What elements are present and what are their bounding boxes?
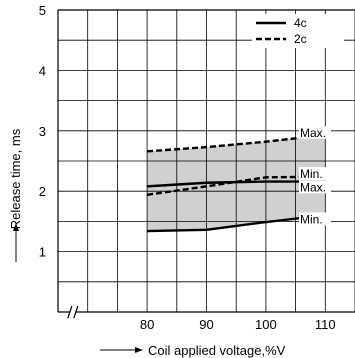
x-tick-label: 110 — [315, 317, 336, 332]
axis-break-mark — [67, 305, 73, 319]
x-axis-title: Coil applied voltage,%V — [148, 343, 286, 358]
series-line-4c-max — [147, 180, 326, 188]
annotation-label: Min. — [300, 212, 323, 226]
annotation-label: Max. — [300, 180, 326, 194]
legend-label: 4c — [294, 16, 307, 30]
annotation-background — [299, 167, 331, 181]
y-axis-title-group: Release time, ms — [8, 128, 23, 262]
annotation-background — [299, 126, 331, 140]
y-axis-arrow-head — [13, 223, 19, 231]
annotation-background — [299, 212, 331, 226]
y-tick-label: 5 — [39, 3, 46, 18]
axis-break-mark — [73, 305, 79, 319]
x-axis-arrow-head — [135, 347, 143, 353]
y-tick-label: 3 — [39, 124, 46, 139]
x-tick-label: 100 — [255, 317, 277, 332]
y-tick-label: 2 — [39, 184, 46, 199]
series-line-4c-min — [147, 214, 326, 233]
x-tick-label: 90 — [199, 317, 213, 332]
annotation-label: Min. — [300, 167, 323, 181]
tick-label-layer: 1 2 3 4 5 80 90 100 110 — [39, 3, 336, 332]
y-tick-label: 1 — [39, 245, 46, 260]
y-axis-title: Release time, ms — [8, 128, 23, 229]
legend-label: 2c — [294, 32, 307, 46]
axis-break-gap — [69, 306, 76, 318]
y-tick-label: 4 — [39, 63, 46, 78]
series-layer — [146, 133, 326, 233]
annotation-background — [299, 180, 331, 194]
plot-frame-layer — [57, 9, 355, 319]
legend-background — [252, 14, 344, 48]
annotation-layer: Max.Min.Max.Min. — [299, 126, 331, 226]
grid-layer — [58, 10, 355, 312]
x-axis-title-group: Coil applied voltage,%V — [100, 343, 286, 358]
series-line-2c-min — [146, 175, 326, 197]
series-line-2c-max — [147, 133, 326, 153]
annotation-label: Max. — [300, 126, 326, 140]
x-tick-label: 80 — [140, 317, 154, 332]
